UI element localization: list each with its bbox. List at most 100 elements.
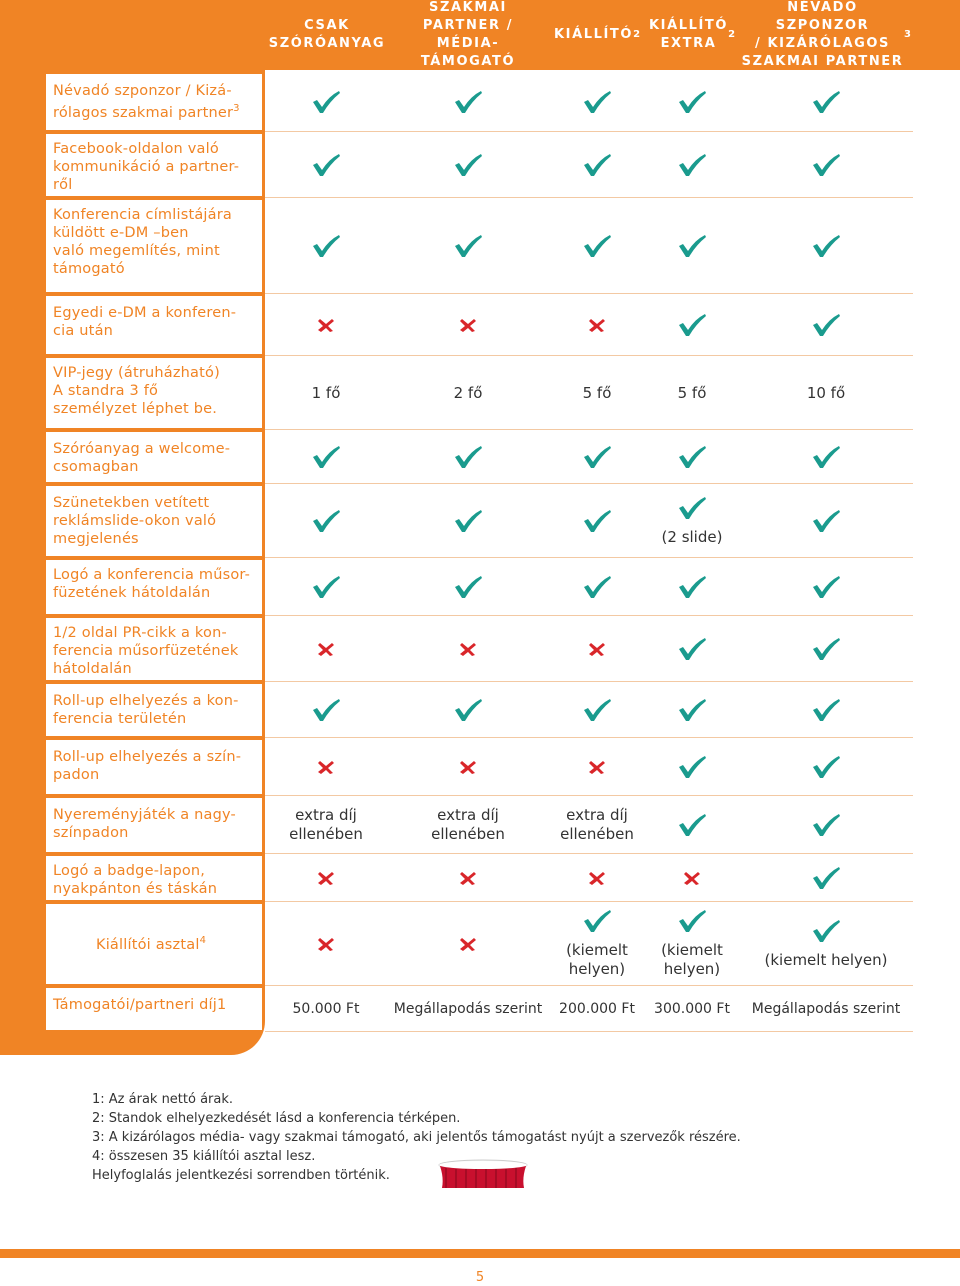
row-label: Támogatói/partneri díj1	[46, 988, 262, 1030]
check-icon	[813, 699, 840, 721]
row-label: Egyedi e-DM a konferen- cia után	[46, 296, 262, 354]
row-divider	[265, 483, 913, 484]
row-label: Logó a konferencia műsor- füzetének háto…	[46, 560, 262, 614]
table-cell	[398, 904, 538, 984]
check-icon	[313, 576, 340, 598]
table-cell	[256, 432, 396, 482]
check-icon	[813, 638, 840, 660]
table-cell	[527, 856, 667, 900]
table-cell: extra díj ellenében	[527, 798, 667, 852]
table-cell	[622, 740, 762, 794]
table-cell	[527, 134, 667, 196]
column-header-footnote-ref: 2	[728, 29, 736, 40]
table-row	[265, 856, 915, 900]
table-cell	[256, 856, 396, 900]
cross-icon	[589, 760, 605, 774]
table-cell	[756, 684, 896, 736]
row-label-text: Nyereményjáték a nagy- színpadon	[53, 807, 236, 841]
row-label: Facebook-oldalon való kommunikáció a par…	[46, 134, 262, 196]
cell-value: Megállapodás szerint	[393, 1000, 543, 1017]
cell-value: extra díj ellenében	[560, 806, 634, 843]
exhibitor-table-image	[438, 1159, 528, 1188]
cell-note: (kiemelt helyen)	[566, 941, 628, 978]
cell-value: 2 fő	[453, 383, 483, 402]
page-number: 5	[475, 1270, 485, 1285]
table-row	[265, 486, 915, 556]
check-icon	[813, 510, 840, 532]
cross-icon	[460, 871, 476, 885]
table-cell: (2 slide)	[622, 486, 762, 556]
table-cell	[527, 432, 667, 482]
cell-value: extra díj ellenében	[431, 806, 505, 843]
table-cell	[256, 684, 396, 736]
table-cell	[622, 296, 762, 354]
row-label-text: Szünetekben vetített reklámslide-okon va…	[53, 495, 217, 547]
check-icon	[584, 154, 611, 176]
table-cell: 1 fő	[256, 358, 396, 428]
check-icon	[455, 699, 482, 721]
check-icon	[584, 699, 611, 721]
check-icon	[679, 756, 706, 778]
footnote-2: 2: Standok elhelyezkedését lásd a konfer…	[92, 1111, 461, 1126]
check-icon	[313, 235, 340, 257]
check-icon	[679, 638, 706, 660]
check-icon	[813, 314, 840, 336]
row-label: Roll-up elhelyezés a szín- padon	[46, 740, 262, 794]
cross-icon	[318, 318, 334, 332]
footer-bar	[0, 1249, 960, 1258]
check-icon	[813, 756, 840, 778]
column-header-label: CSAK SZÓRÓANYAG	[268, 18, 386, 51]
table-row	[265, 296, 915, 354]
table-cell	[756, 134, 896, 196]
check-icon	[813, 919, 840, 942]
row-label: Névadó szponzor / Kizá- rólagos szakmai …	[46, 74, 262, 130]
cell-value: extra díj ellenében	[289, 806, 363, 843]
check-icon	[679, 814, 706, 836]
table-cell	[527, 296, 667, 354]
row-label-text: Egyedi e-DM a konferen- cia után	[53, 305, 237, 339]
check-icon	[455, 446, 482, 468]
row-label-text: Roll-up elhelyezés a kon- ferencia terül…	[53, 693, 239, 727]
cell-value: 5 fő	[582, 383, 612, 402]
cross-icon	[589, 871, 605, 885]
table-cell	[622, 200, 762, 292]
row-label-text: Roll-up elhelyezés a szín- padon	[53, 749, 242, 783]
table-row	[265, 74, 915, 130]
table-cell	[398, 200, 538, 292]
check-icon	[679, 446, 706, 468]
row-divider	[265, 1031, 913, 1032]
table-cell	[756, 486, 896, 556]
table-cell	[527, 618, 667, 680]
row-divider	[265, 901, 913, 902]
table-row	[265, 988, 915, 1030]
table-row	[265, 560, 915, 614]
table-cell	[398, 740, 538, 794]
table-row	[265, 358, 915, 428]
table-cell	[756, 560, 896, 614]
table-cell	[756, 432, 896, 482]
row-label-text: Kiállítói asztal	[96, 936, 200, 953]
table-cell	[527, 486, 667, 556]
row-divider	[265, 737, 913, 738]
row-divider	[265, 795, 913, 796]
check-icon	[455, 576, 482, 598]
cross-icon	[460, 642, 476, 656]
table-cell	[256, 486, 396, 556]
check-icon	[584, 235, 611, 257]
table-cell	[398, 296, 538, 354]
table-cell	[622, 560, 762, 614]
table-row	[265, 740, 915, 794]
table-cell	[622, 856, 762, 900]
row-divider	[265, 355, 913, 356]
check-icon	[679, 91, 706, 113]
table-row	[265, 432, 915, 482]
check-icon	[813, 814, 840, 836]
row-divider	[265, 293, 913, 294]
cell-value: 5 fő	[677, 383, 707, 402]
table-cell: 10 fő	[756, 358, 896, 428]
column-header: CSAK SZÓRÓANYAG	[267, 4, 387, 66]
row-label: VIP-jegy (átruházható) A standra 3 fő sz…	[46, 358, 262, 428]
table-row	[265, 904, 915, 984]
check-icon	[455, 154, 482, 176]
check-icon	[313, 446, 340, 468]
